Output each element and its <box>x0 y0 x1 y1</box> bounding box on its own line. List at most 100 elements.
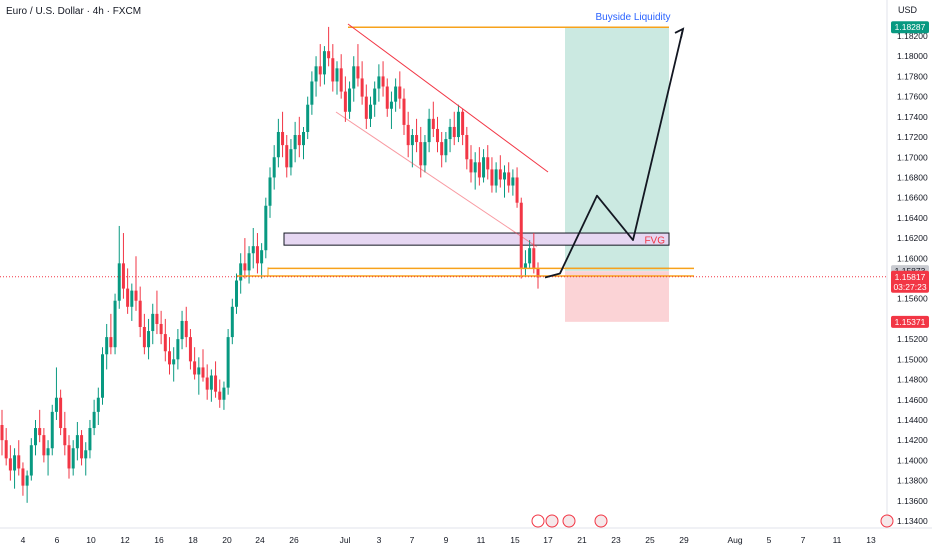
candle-body <box>415 135 419 143</box>
candle-body <box>369 104 372 119</box>
candle-body <box>406 124 410 146</box>
candle <box>452 111 456 146</box>
candle-body <box>444 139 448 156</box>
time-tick-label: 20 <box>222 535 232 545</box>
candle <box>398 71 402 109</box>
candle <box>406 111 410 158</box>
candle <box>486 145 490 180</box>
time-tick-label: 25 <box>645 535 655 545</box>
time-tick-label: 26 <box>289 535 299 545</box>
candle <box>385 78 389 117</box>
candle-body <box>272 157 276 178</box>
candle <box>515 167 519 208</box>
candle <box>38 409 42 443</box>
candle <box>456 104 460 143</box>
candle-body <box>29 445 33 476</box>
channel-lower-line <box>335 111 538 248</box>
candle-body <box>381 76 385 87</box>
candle-body <box>205 377 209 390</box>
candle <box>255 233 259 274</box>
candle <box>507 162 511 193</box>
candle-body <box>109 337 113 348</box>
candle-body <box>473 162 477 173</box>
time-tick-label: 15 <box>510 535 520 545</box>
time-tick-label: 29 <box>679 535 689 545</box>
candle-body <box>423 142 427 166</box>
candle-body <box>17 455 21 469</box>
candle-body <box>4 440 8 459</box>
price-tick-label: 1.14000 <box>897 455 928 465</box>
stop-price-badge-bg <box>891 315 929 328</box>
candle-body <box>50 411 54 449</box>
candle <box>134 256 138 311</box>
candle <box>352 56 356 102</box>
candle <box>17 440 21 476</box>
price-tick-label: 1.16400 <box>897 213 928 223</box>
currency-label: USD <box>898 5 918 15</box>
candle-body <box>113 300 117 348</box>
candle <box>440 131 444 168</box>
candle <box>117 225 121 309</box>
candle-body <box>486 157 490 170</box>
projected-path <box>544 28 684 279</box>
candle <box>272 145 276 190</box>
candle <box>494 162 498 193</box>
candle-body <box>176 339 180 360</box>
candle <box>126 268 130 314</box>
time-tick-label: 18 <box>188 535 198 545</box>
candle-body <box>138 300 142 327</box>
price-axis[interactable]: 1.13400 1.13600 1.13800 1.14000 1.14200 1.144… <box>886 0 928 528</box>
candle-body <box>260 250 264 264</box>
time-tick-label: 11 <box>833 535 842 545</box>
candle-body <box>71 448 75 469</box>
candle <box>138 286 142 338</box>
candle <box>427 108 431 153</box>
loss-zone <box>565 271 669 322</box>
candle-body <box>482 157 486 178</box>
candle <box>29 438 33 481</box>
candle-body <box>63 428 67 446</box>
candle-body <box>461 111 465 136</box>
candle <box>410 128 414 168</box>
candle-body <box>251 246 255 254</box>
candle <box>130 283 134 321</box>
candle-body <box>281 131 285 146</box>
candle-body <box>59 397 63 429</box>
candle <box>431 101 435 138</box>
candle <box>364 84 368 129</box>
price-tick-label: 1.13600 <box>897 496 928 506</box>
price-tick-label: 1.18000 <box>897 51 928 61</box>
candle <box>168 337 171 375</box>
candle-body <box>373 88 377 105</box>
candle-body <box>427 118 431 143</box>
countdown-badge: 03:27:23 <box>893 282 926 292</box>
candle <box>389 91 393 129</box>
price-tick-label: 1.15000 <box>897 354 928 364</box>
candle-body <box>163 334 167 352</box>
candle-body <box>209 375 213 390</box>
candle <box>327 26 331 67</box>
candle-body <box>13 455 17 471</box>
candle <box>268 167 272 218</box>
candle-body <box>465 135 469 160</box>
candle <box>4 428 8 466</box>
candle <box>373 81 377 117</box>
candle-body <box>159 323 163 335</box>
candle-body <box>34 428 37 446</box>
time-tick-label: 17 <box>543 535 553 545</box>
time-axis[interactable]: 4 6 10 12 16 18 20 24 26 Jul 3 7 9 11 15 17 21 23 25 29 Aug 5… <box>0 514 932 545</box>
candle-body <box>247 253 251 271</box>
candle-body <box>498 169 502 180</box>
candle-body <box>172 359 176 365</box>
candle <box>281 111 285 158</box>
candle-body <box>235 280 238 307</box>
candle-body <box>193 361 197 375</box>
candle <box>121 233 125 299</box>
candle-body <box>285 145 289 168</box>
candle-body <box>75 435 79 449</box>
candle-body <box>230 306 234 338</box>
candle-body <box>226 337 230 388</box>
candle-body <box>38 428 42 436</box>
candle-body <box>310 81 314 105</box>
